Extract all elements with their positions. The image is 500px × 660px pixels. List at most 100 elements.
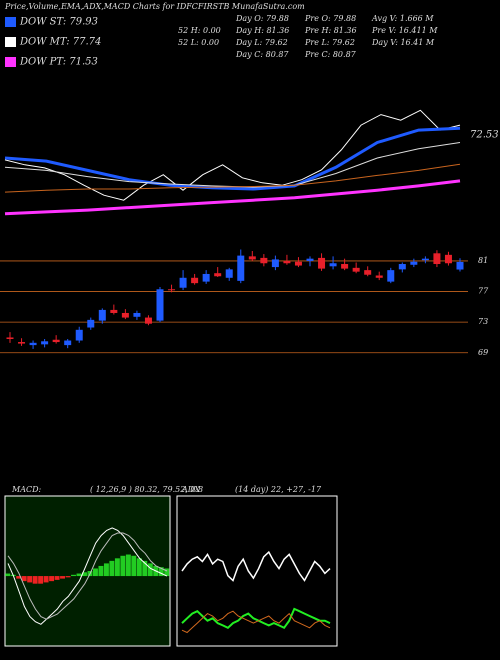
adx-line xyxy=(181,610,331,634)
legend-label: DOW ST: 79.93 xyxy=(19,17,98,28)
histogram-bar xyxy=(54,576,60,580)
candle-body xyxy=(179,277,187,288)
legend-label: DOW PT: 71.53 xyxy=(19,57,98,68)
candle-body xyxy=(191,277,199,284)
candle-body xyxy=(364,270,372,275)
candle-body xyxy=(133,312,141,317)
candle-body xyxy=(294,261,302,266)
legend-swatch xyxy=(5,37,16,47)
panel-label: ADX xyxy=(181,485,200,494)
stat: Day L: 79.62 xyxy=(235,38,288,47)
histogram-bar xyxy=(65,576,71,578)
histogram-bar xyxy=(27,576,33,583)
stat: Day O: 79.88 xyxy=(235,14,289,23)
candle-body xyxy=(75,329,83,341)
histogram-bar xyxy=(76,573,82,577)
adx-line xyxy=(181,607,331,630)
candle-body xyxy=(352,267,360,272)
histogram-bar xyxy=(71,574,76,577)
stat: Day V: 16.41 M xyxy=(371,38,435,47)
candle-body xyxy=(410,261,418,265)
ema-line xyxy=(4,179,461,216)
histogram-bar xyxy=(114,558,120,577)
candle-body xyxy=(29,342,37,346)
histogram-bar xyxy=(158,567,164,577)
histogram-bar xyxy=(98,565,104,577)
candle-body xyxy=(329,263,337,267)
stat: 52 L: 0.00 xyxy=(178,38,219,47)
candle-body xyxy=(121,312,129,318)
candle-body xyxy=(306,258,314,261)
histogram-bar xyxy=(21,576,27,582)
candle-body xyxy=(225,269,233,278)
histogram-bar xyxy=(38,576,44,584)
stat: Pre V: 16.411 M xyxy=(371,26,438,35)
y-tick-label: 73 xyxy=(478,317,488,326)
panel-params: (14 day) 22, +27, -17 xyxy=(235,485,322,494)
candle-body xyxy=(260,257,268,264)
candle-body xyxy=(6,337,14,339)
candle-body xyxy=(110,309,118,313)
stat: Avg V: 1.666 M xyxy=(371,14,434,23)
candle-body xyxy=(156,289,164,321)
candle-body xyxy=(271,259,279,268)
ema-line xyxy=(4,109,461,201)
candle-body xyxy=(237,255,245,281)
stat: Pre H: 81.36 xyxy=(304,26,357,35)
title: Price,Volume,EMA,ADX,MACD Charts for IDF… xyxy=(4,2,305,11)
candle-body xyxy=(341,264,349,269)
last-value-label: 72.53 xyxy=(470,130,499,141)
macd-line xyxy=(7,527,168,625)
macd-line xyxy=(7,532,168,620)
histogram-bar xyxy=(60,576,66,579)
histogram-bar xyxy=(136,558,142,577)
histogram-bar xyxy=(49,576,55,582)
ema-line xyxy=(4,126,461,191)
stat: Pre O: 79.88 xyxy=(304,14,356,23)
histogram-bar xyxy=(16,576,22,579)
candle-body xyxy=(283,260,291,264)
histogram-bar xyxy=(92,568,98,577)
candle-body xyxy=(248,256,256,260)
candle-body xyxy=(444,254,452,264)
histogram-bar xyxy=(142,560,148,577)
candle-body xyxy=(387,270,395,282)
stat: Pre L: 79.62 xyxy=(304,38,355,47)
candle-body xyxy=(168,289,176,291)
y-tick-label: 81 xyxy=(478,256,488,265)
candle-body xyxy=(52,339,60,343)
candle-body xyxy=(318,257,326,269)
histogram-bar xyxy=(103,563,109,577)
histogram-bar xyxy=(125,554,131,577)
candle-body xyxy=(433,253,441,265)
panel-label: MACD: xyxy=(11,485,42,494)
y-tick-label: 77 xyxy=(478,287,489,296)
stat: Pre C: 80.87 xyxy=(304,50,357,59)
histogram-bar xyxy=(32,576,38,584)
legend-swatch xyxy=(5,17,16,27)
histogram-bar xyxy=(43,576,49,583)
histogram-bar xyxy=(5,573,11,577)
histogram-bar xyxy=(109,560,115,577)
y-tick-label: 69 xyxy=(478,348,488,357)
stat: Day C: 80.87 xyxy=(235,50,289,59)
legend-label: DOW MT: 77.74 xyxy=(19,37,101,48)
candle-body xyxy=(456,261,464,270)
candle-body xyxy=(375,275,383,278)
histogram-bar xyxy=(131,555,137,577)
candle-body xyxy=(202,273,210,282)
histogram-bar xyxy=(82,572,87,577)
histogram-bar xyxy=(147,563,153,577)
panel-params: ( 12,26,9 ) 80.32, 79.52, 0.8 xyxy=(90,485,203,494)
candle-body xyxy=(144,317,152,324)
candle-body xyxy=(41,341,49,345)
candle-body xyxy=(214,273,222,277)
stat: Day H: 81.36 xyxy=(235,26,289,35)
adx-line xyxy=(181,550,331,582)
histogram-bar xyxy=(120,555,126,577)
stat: 52 H: 0.00 xyxy=(178,26,221,35)
candle-body xyxy=(398,264,406,270)
candle-body xyxy=(18,342,26,344)
candle-body xyxy=(98,309,106,321)
